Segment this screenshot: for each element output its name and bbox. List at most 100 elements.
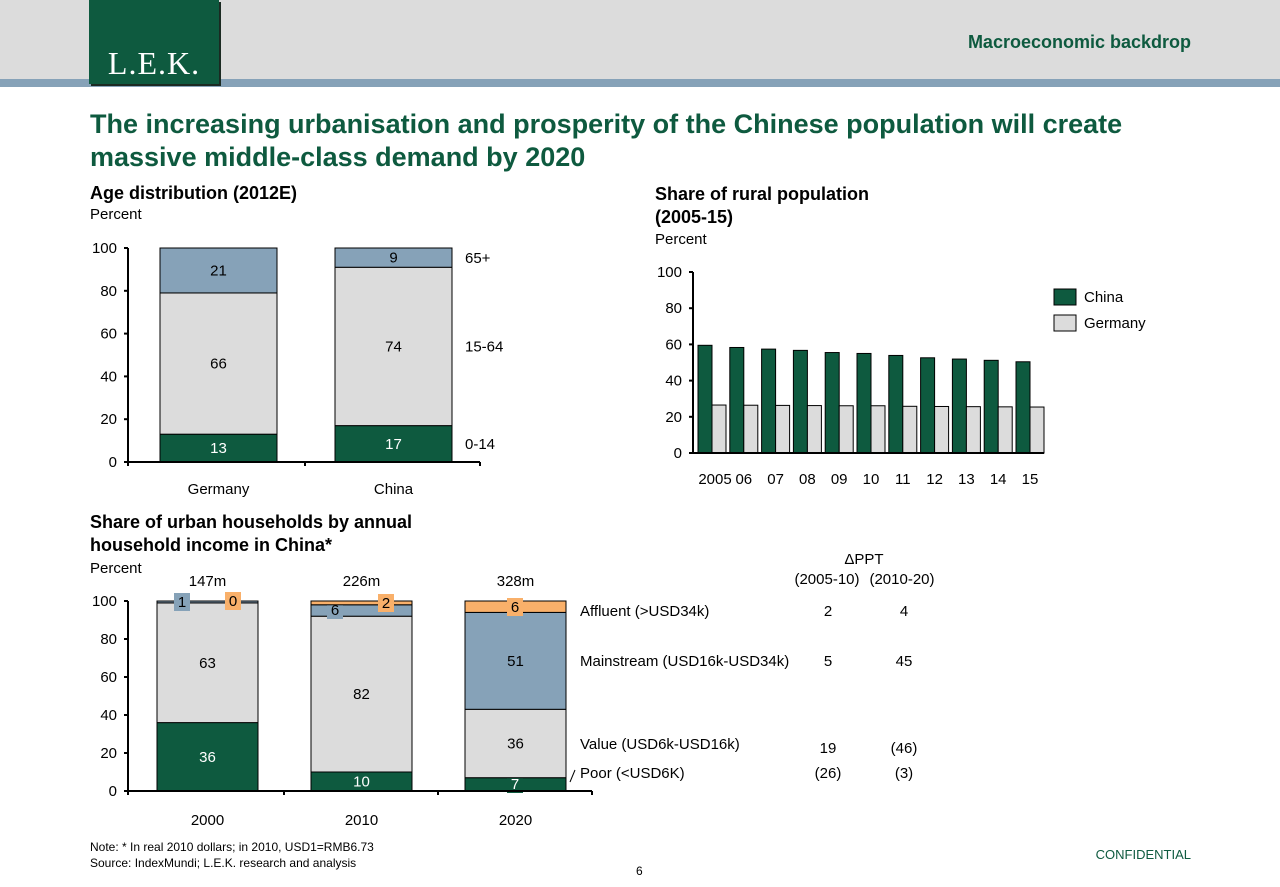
age-y-tick-label: 80 <box>100 283 117 300</box>
rural-category-label: 08 <box>799 471 816 488</box>
income-y-tick-label: 0 <box>109 783 117 800</box>
delta-value: 4 <box>900 603 908 620</box>
age-bar-segment <box>334 247 453 268</box>
income-bar-segment <box>464 611 567 710</box>
rural-category-label: 11 <box>895 471 911 488</box>
delta-header: ΔPPT <box>844 551 883 568</box>
footnote: Note: * In real 2010 dollars; in 2010, U… <box>90 839 374 871</box>
rural-chart-title: Share of rural population (2005-15) <box>655 184 870 227</box>
income-label-box <box>174 593 190 611</box>
income-label-box <box>225 592 241 610</box>
income-category-label: 2020 <box>499 812 532 829</box>
income-data-label: 36 <box>507 736 524 753</box>
income-data-label: 2 <box>382 595 390 612</box>
age-data-label: 21 <box>210 262 227 279</box>
rural-y-tick-label: 100 <box>657 264 682 281</box>
income-data-label: 10 <box>353 774 370 791</box>
rural-legend-swatch <box>1053 314 1077 332</box>
income-bar-segment <box>156 600 259 604</box>
logo-text: L.E.K. <box>107 45 201 81</box>
income-label-box <box>327 601 343 619</box>
note-text: Note: * In real 2010 dollars; in 2010, U… <box>90 840 374 854</box>
rural-category-label: 09 <box>831 471 848 488</box>
delta-value: (26) <box>815 765 842 782</box>
rural-category-label: 15 <box>1022 471 1039 488</box>
age-data-label: 74 <box>385 338 402 355</box>
age-chart-title: Age distribution (2012E) <box>90 183 298 203</box>
age-bar-segment <box>334 425 453 463</box>
income-total-label: 226m <box>343 573 381 590</box>
page-number: 6 <box>636 864 643 878</box>
income-data-label: 7 <box>511 776 519 793</box>
income-bar-segment <box>310 615 413 773</box>
income-total-label: 328m <box>497 573 535 590</box>
header-stripe <box>0 79 1280 87</box>
page-title: The increasing urbanisation and prosperi… <box>90 109 1123 172</box>
income-bar-segment <box>464 708 567 779</box>
age-bar-segment <box>159 247 278 294</box>
rural-chart-unit: Percent <box>655 231 707 248</box>
delta-value: 45 <box>896 653 913 670</box>
age-data-label: 66 <box>210 356 227 373</box>
source-text: Source: IndexMundi; L.E.K. research and … <box>90 856 357 870</box>
age-y-tick-label: 20 <box>100 411 117 428</box>
age-series-label: 0-14 <box>465 436 495 453</box>
section-title: Macroeconomic backdrop <box>967 32 1191 52</box>
income-data-label: 36 <box>199 749 216 766</box>
age-bar-segment <box>334 266 453 427</box>
delta-column-header: (2010-20) <box>869 571 934 588</box>
income-data-label: 51 <box>507 653 524 670</box>
rural-category-label: 07 <box>767 471 784 488</box>
age-series-label: 15-64 <box>465 338 503 355</box>
income-bar-segment <box>156 602 259 724</box>
age-category-label: Germany <box>188 481 250 498</box>
rural-category-label: 06 <box>735 471 752 488</box>
age-data-label: 17 <box>385 436 402 453</box>
age-series-label: 65+ <box>465 250 491 267</box>
income-data-label: 6 <box>511 599 519 616</box>
income-y-tick-label: 20 <box>100 745 117 762</box>
rural-legend-label: China <box>1084 289 1124 306</box>
income-data-label: 1 <box>178 594 186 611</box>
delta-column-header: (2005-10) <box>794 571 859 588</box>
income-chart-title: Share of urban households by annual hous… <box>90 512 413 555</box>
income-label-box <box>507 598 523 616</box>
income-data-label: 0 <box>229 593 237 610</box>
income-data-label: 63 <box>199 655 216 672</box>
income-total-label: 147m <box>189 573 227 590</box>
age-bar-segment <box>159 292 278 435</box>
rural-category-label: 2005 <box>698 471 731 488</box>
age-y-tick-label: 40 <box>100 368 117 385</box>
income-category-label: 2000 <box>191 812 224 829</box>
rural-legend-label: Germany <box>1084 315 1146 332</box>
rural-category-label: 10 <box>863 471 880 488</box>
income-series-label: Value (USD6k-USD16k) <box>580 736 740 753</box>
rural-category-label: 12 <box>926 471 943 488</box>
rural-category-label: 13 <box>958 471 975 488</box>
income-data-label: 82 <box>353 686 370 703</box>
delta-value: (3) <box>895 765 913 782</box>
lek-logo: L.E.K. <box>89 0 219 84</box>
rural-y-tick-label: 40 <box>665 373 682 390</box>
income-data-label: 6 <box>331 602 339 619</box>
income-category-label: 2010 <box>345 812 378 829</box>
delta-value: 2 <box>824 603 832 620</box>
rural-legend-swatch <box>1053 288 1077 306</box>
income-series-label: Affluent (>USD34k) <box>580 603 709 620</box>
age-data-label: 13 <box>210 440 227 457</box>
age-y-tick-label: 100 <box>92 240 117 257</box>
rural-y-tick-label: 20 <box>665 409 682 426</box>
delta-value: 5 <box>824 653 832 670</box>
income-bar-segment <box>310 600 413 606</box>
income-chart-unit: Percent <box>90 560 142 577</box>
delta-value: 19 <box>820 740 837 757</box>
income-y-tick-label: 80 <box>100 631 117 648</box>
rural-y-tick-label: 60 <box>665 336 682 353</box>
rural-category-label: 14 <box>990 471 1007 488</box>
income-y-tick-label: 100 <box>92 593 117 610</box>
rural-y-tick-label: 0 <box>674 445 682 462</box>
age-data-label: 9 <box>389 250 397 267</box>
